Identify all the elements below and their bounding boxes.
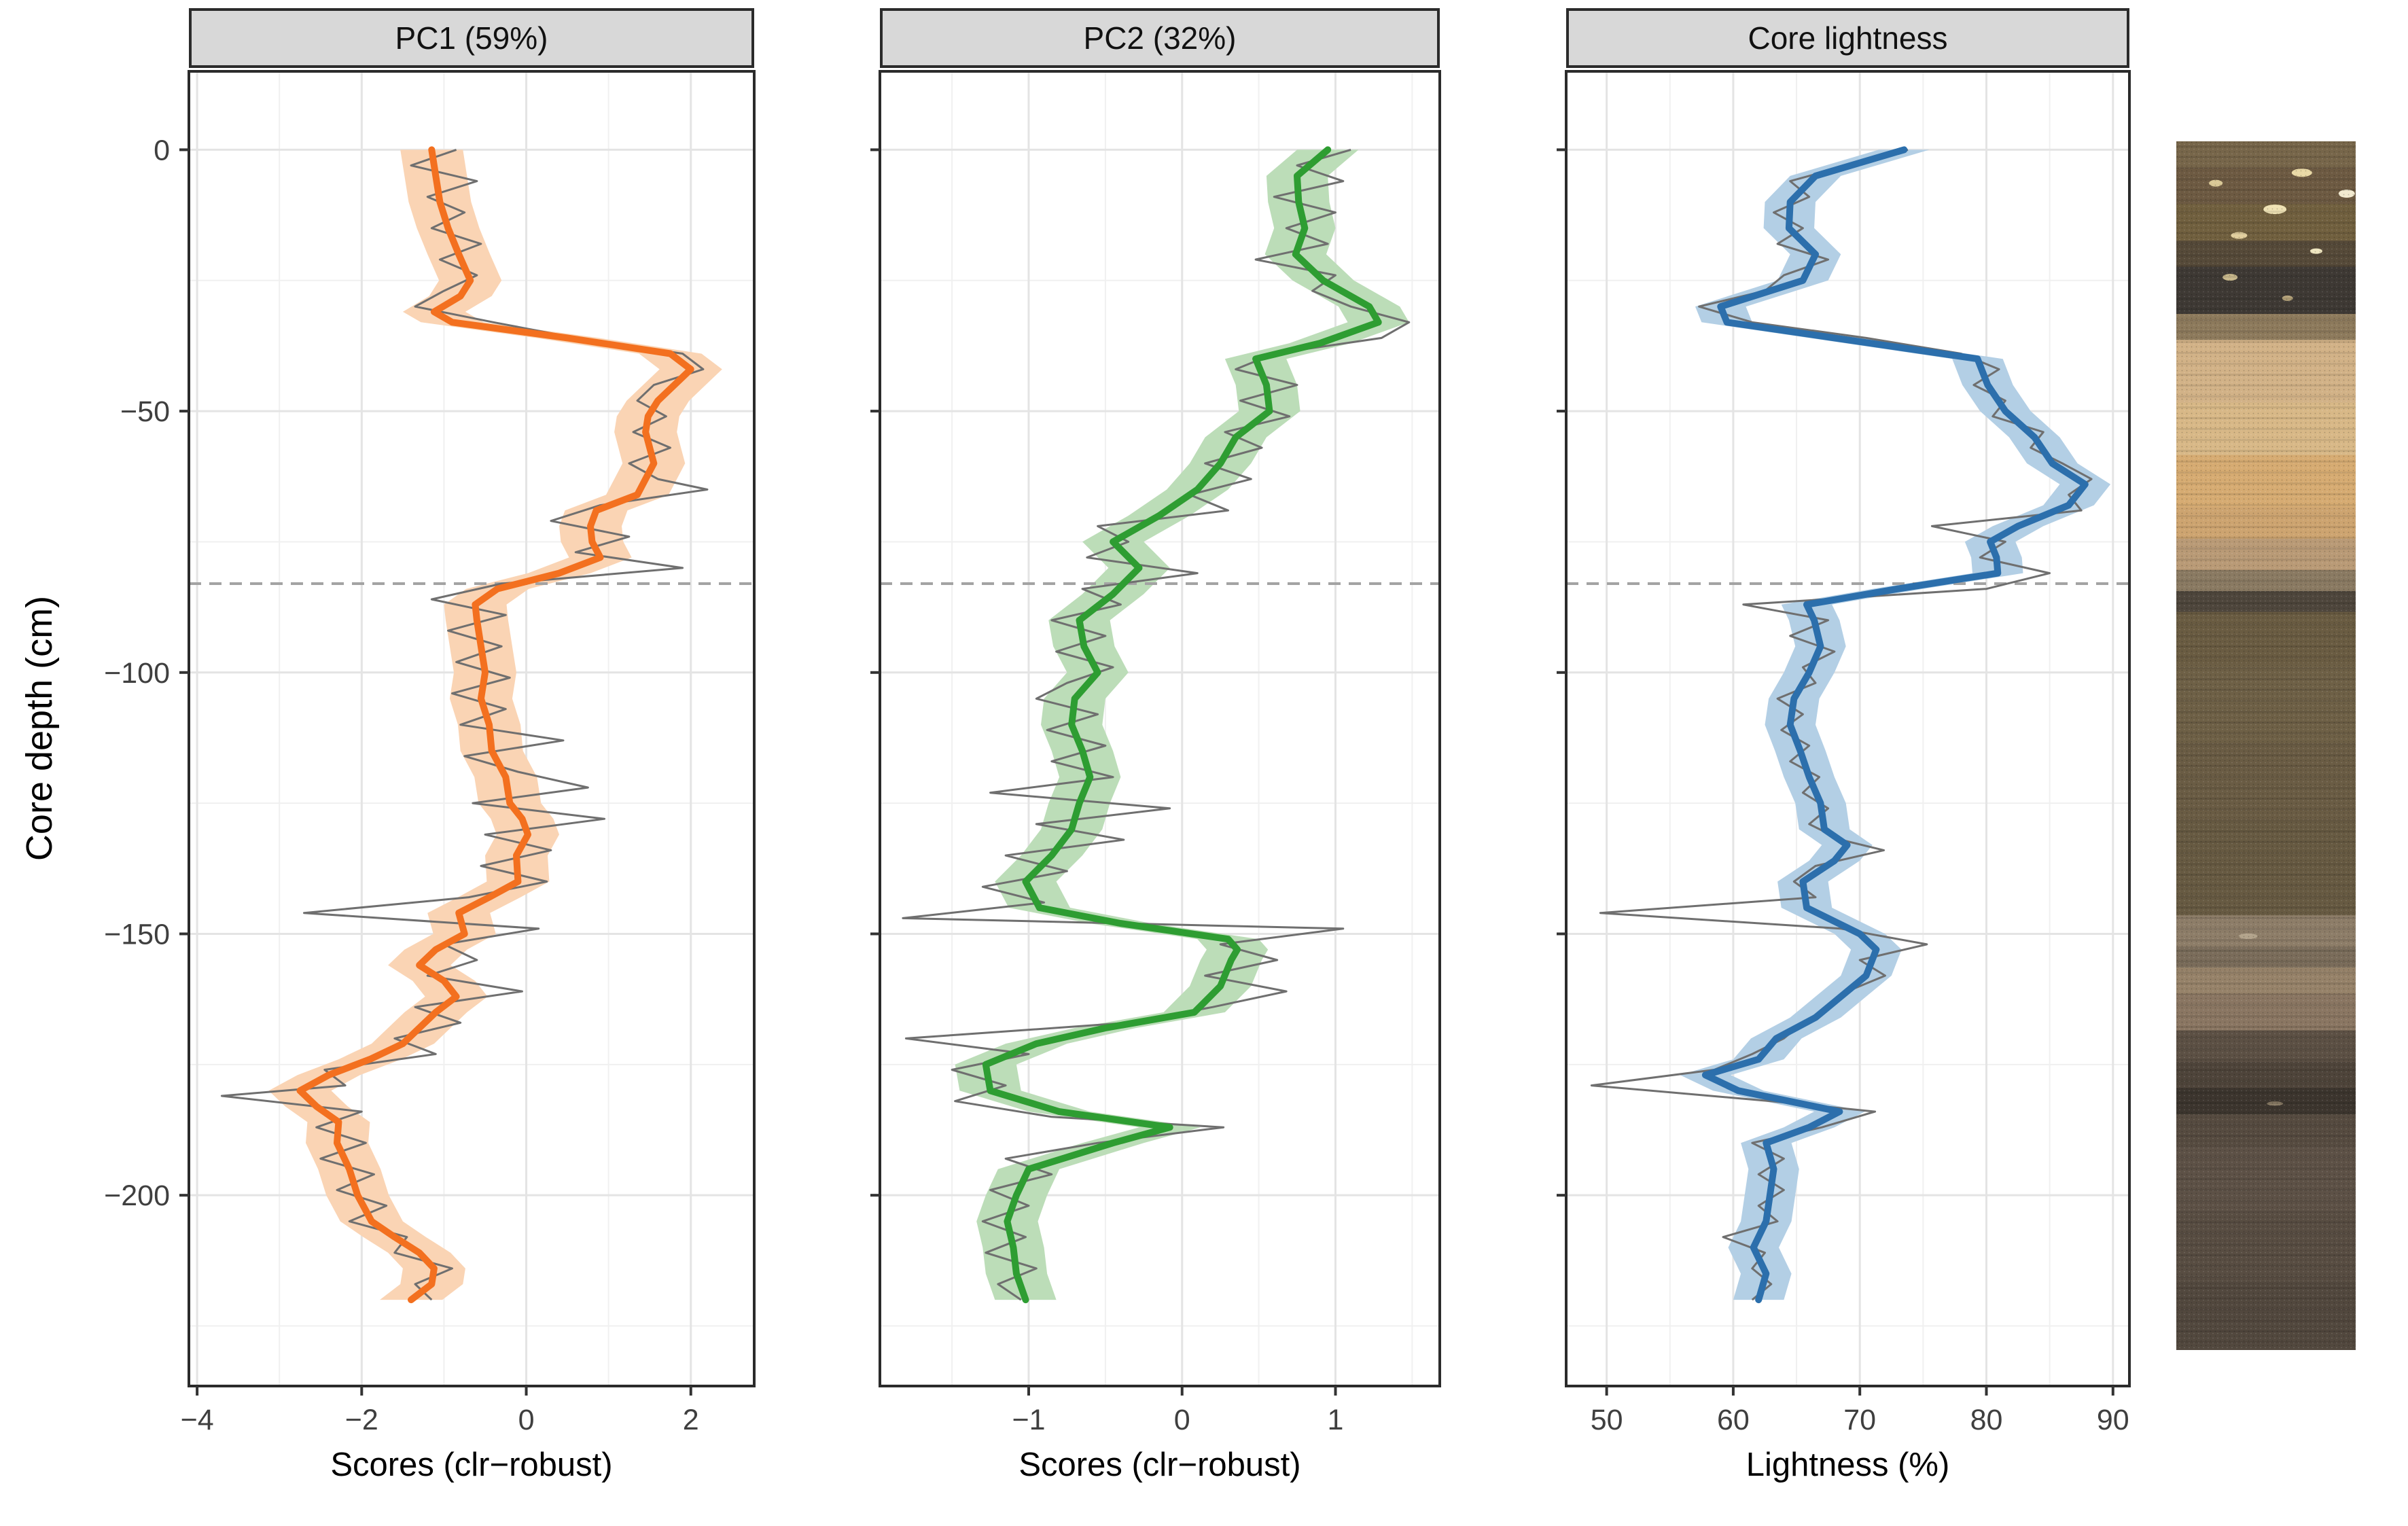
svg-text:70: 70 xyxy=(1843,1404,1876,1436)
panel-plot-pc2: −1 0 1 xyxy=(870,70,1441,1436)
panel-title-pc1: PC1 (59%) xyxy=(395,20,548,56)
svg-text:0: 0 xyxy=(1174,1404,1190,1436)
x-axis-title-lightness: Lightness (%) xyxy=(1746,1447,1950,1483)
panel-plot-pc1: −4 −2 0 2 xyxy=(179,70,756,1436)
svg-text:−2: −2 xyxy=(345,1404,378,1436)
svg-text:0: 0 xyxy=(518,1404,535,1436)
svg-text:50: 50 xyxy=(1591,1404,1623,1436)
x-axis-title-pc2: Scores (clr−robust) xyxy=(1019,1447,1301,1483)
panel-header-pc1: PC1 (59%) xyxy=(189,8,754,68)
svg-text:60: 60 xyxy=(1717,1404,1750,1436)
panel-title-lightness: Core lightness xyxy=(1748,20,1948,56)
svg-text:80: 80 xyxy=(1970,1404,2003,1436)
svg-text:2: 2 xyxy=(683,1404,699,1436)
panel-title-pc2: PC2 (32%) xyxy=(1083,20,1237,56)
svg-text:0: 0 xyxy=(154,134,170,166)
svg-text:−150: −150 xyxy=(104,918,170,951)
svg-text:−1: −1 xyxy=(1012,1404,1045,1436)
y-axis: 0 −50 −100 −150 −200 xyxy=(104,134,170,1212)
panel-plot-lightness: 50 60 70 80 90 xyxy=(1557,70,2131,1436)
panel-header-pc2: PC2 (32%) xyxy=(880,8,1440,68)
svg-text:−200: −200 xyxy=(104,1179,170,1212)
sediment-core-photo xyxy=(2176,141,2356,1350)
svg-text:−4: −4 xyxy=(181,1404,214,1436)
svg-text:−50: −50 xyxy=(120,395,170,428)
panel-header-lightness: Core lightness xyxy=(1566,8,2129,68)
x-axis-title-pc1: Scores (clr−robust) xyxy=(330,1447,613,1483)
svg-text:−100: −100 xyxy=(104,657,170,690)
svg-text:90: 90 xyxy=(2097,1404,2129,1436)
svg-text:1: 1 xyxy=(1328,1404,1344,1436)
